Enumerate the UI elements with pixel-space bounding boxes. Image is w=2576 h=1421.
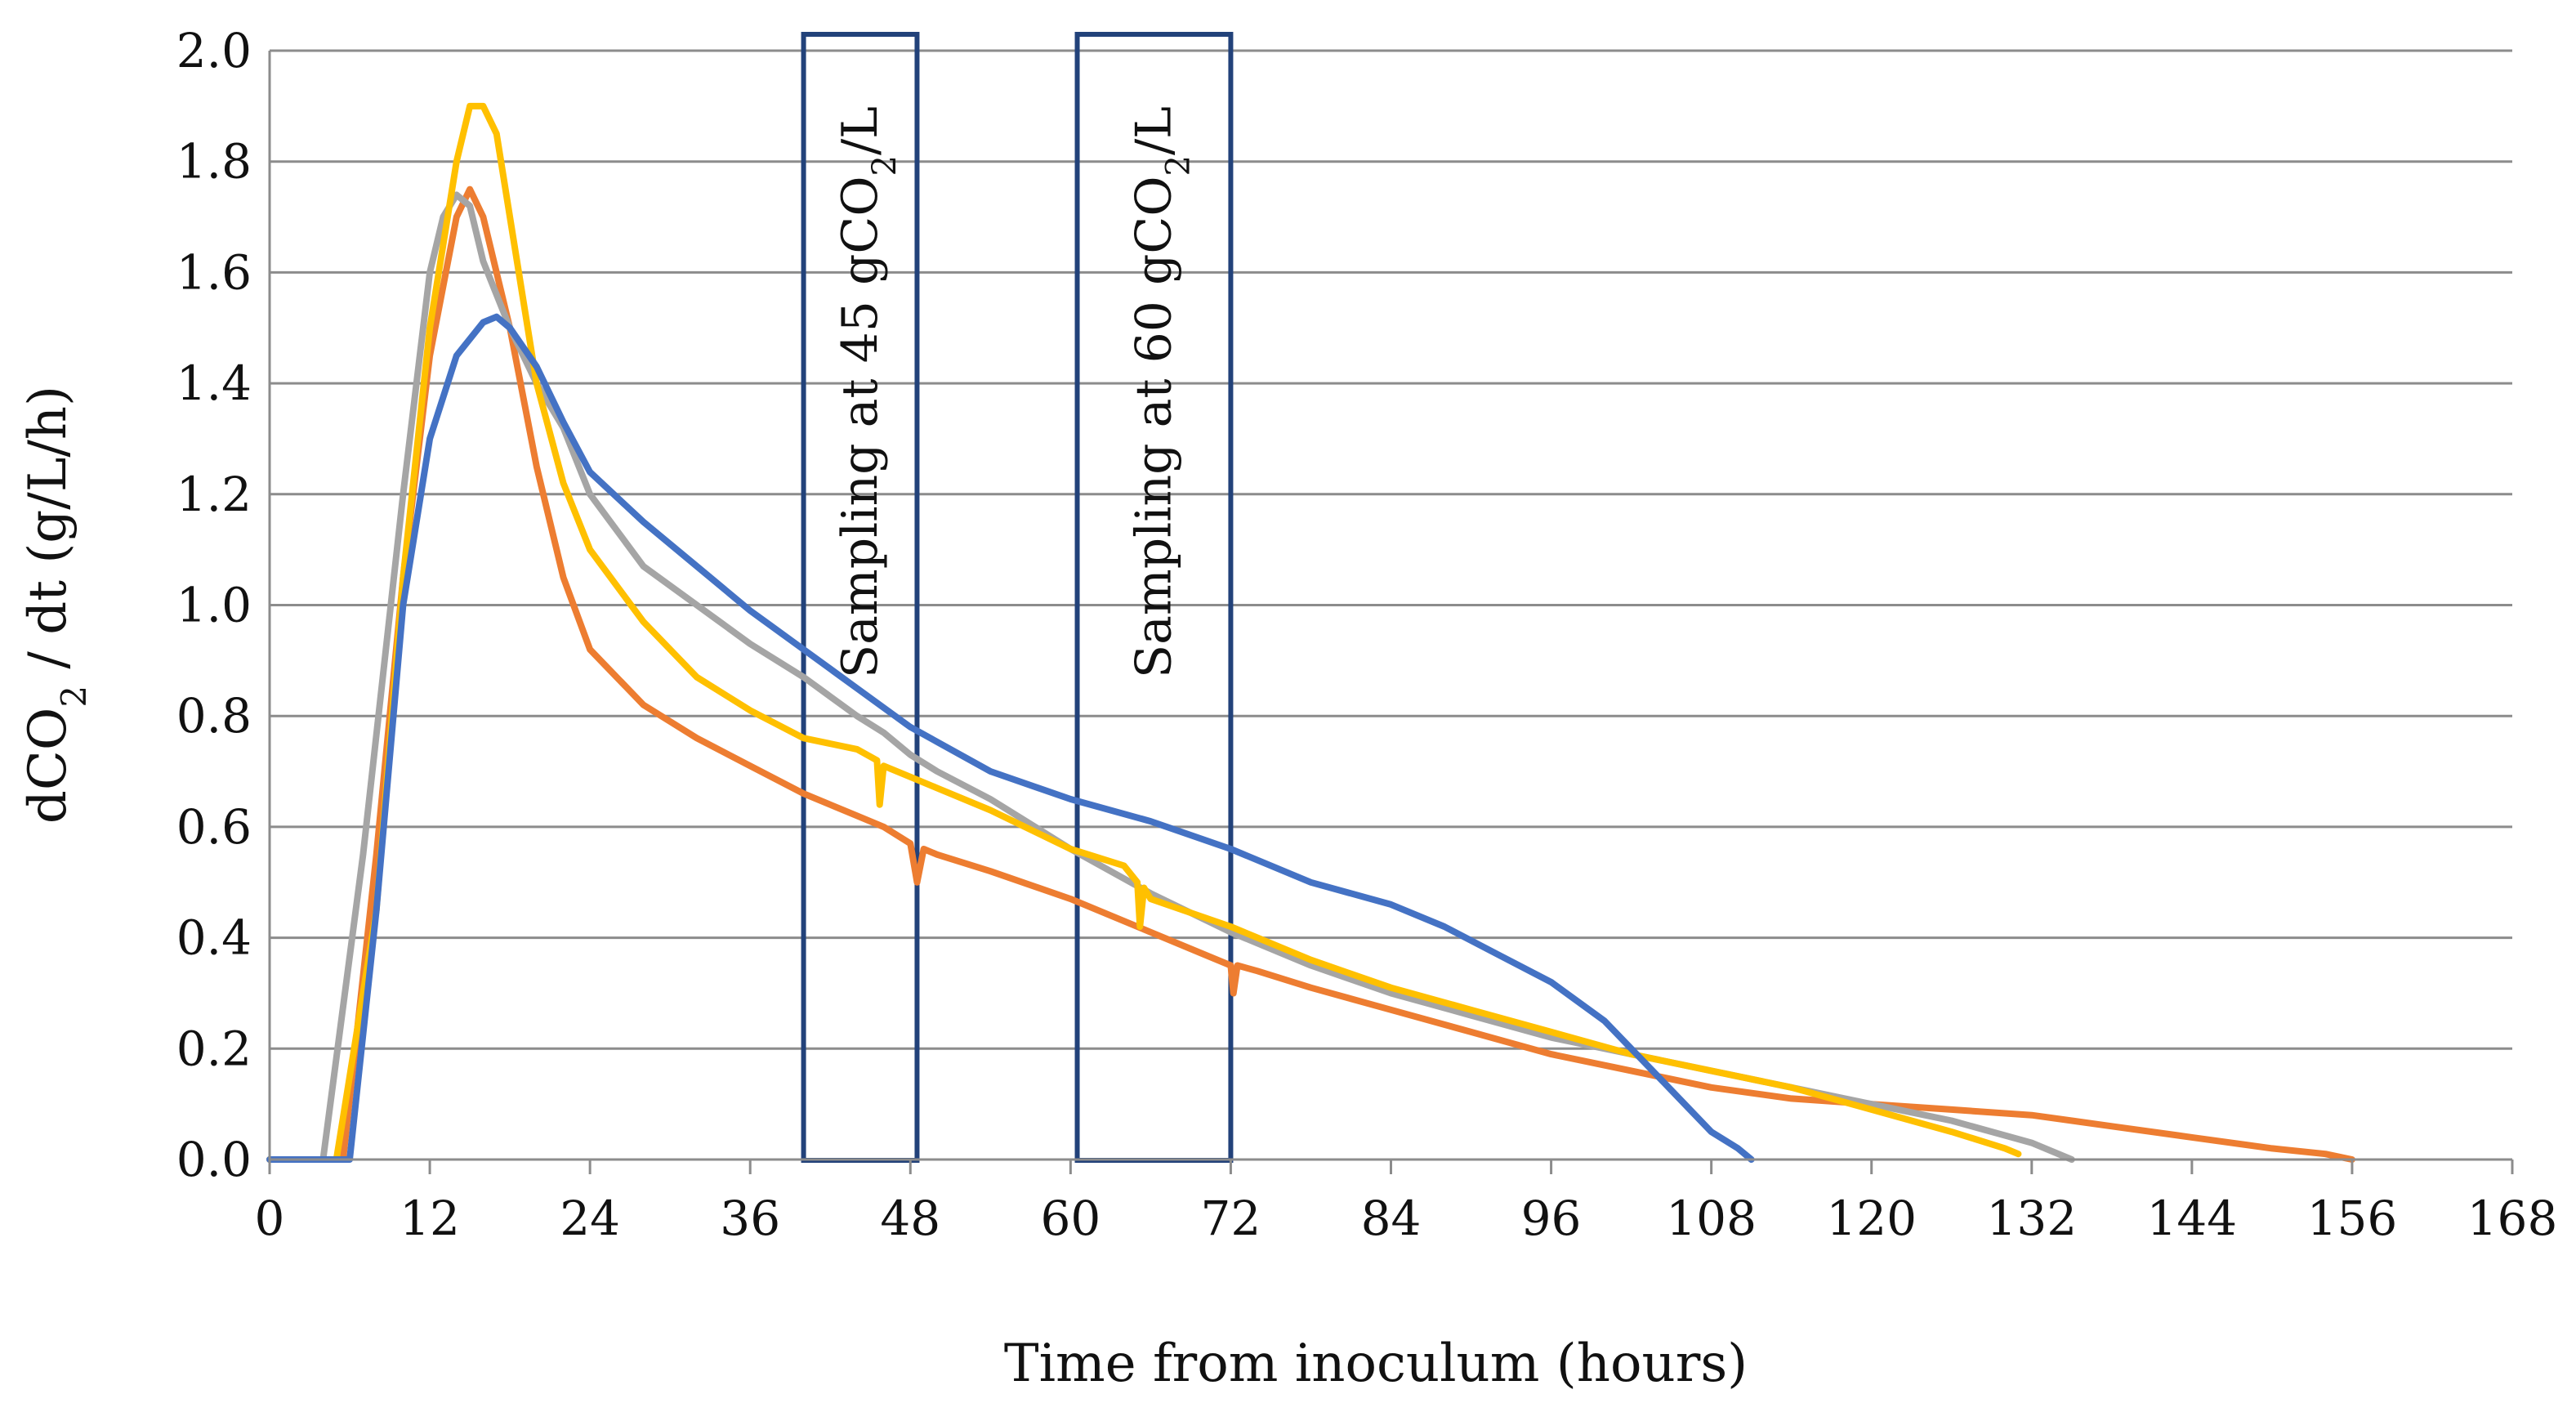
sampling-label-subscript: 2 bbox=[1159, 155, 1197, 176]
y-tick-label: 0.8 bbox=[176, 688, 252, 744]
x-tick-label: 0 bbox=[255, 1191, 285, 1246]
sampling-label-1: Sampling at 45 gCO2/L bbox=[832, 106, 904, 678]
series-line-yellow bbox=[266, 102, 2022, 1163]
axes: 0.0 0.2 0.4 0.6 0.8 1.0 1.2 1.4 1.6 1.8 2.0 0 12 24 36… bbox=[176, 23, 2558, 1246]
x-tick-label: 12 bbox=[400, 1191, 460, 1246]
x-tick-label: 96 bbox=[1521, 1191, 1582, 1246]
x-tick-label: 156 bbox=[2307, 1191, 2398, 1246]
y-tick-label: 0.0 bbox=[176, 1132, 252, 1187]
x-tick-label: 168 bbox=[2467, 1191, 2558, 1246]
x-tick-label: 48 bbox=[880, 1191, 940, 1246]
x-tick-label: 144 bbox=[2146, 1191, 2237, 1246]
sampling-label-text: Sampling at 60 gCO bbox=[1125, 176, 1182, 678]
sampling-label-text: Sampling at 45 gCO bbox=[832, 176, 889, 678]
series-line-blue bbox=[266, 313, 1755, 1163]
y-axis-title-suffix: / dt (g/L/h) bbox=[18, 386, 78, 686]
x-tick-label: 60 bbox=[1040, 1191, 1100, 1246]
sampling-label-suffix: /L bbox=[832, 106, 889, 155]
y-tick-label: 1.0 bbox=[176, 578, 252, 633]
data-series bbox=[266, 102, 2355, 1163]
y-tick-label: 0.4 bbox=[176, 910, 252, 966]
x-tick-label: 24 bbox=[560, 1191, 620, 1246]
y-tick-label: 2.0 bbox=[176, 23, 252, 78]
x-tick-label: 72 bbox=[1201, 1191, 1261, 1246]
sampling-label-2: Sampling at 60 gCO2/L bbox=[1125, 106, 1197, 678]
sampling-label-suffix: /L bbox=[1125, 106, 1182, 155]
y-tick-label: 0.6 bbox=[176, 799, 252, 855]
x-tick-label: 120 bbox=[1826, 1191, 1917, 1246]
sampling-label-subscript: 2 bbox=[866, 155, 904, 176]
y-tick-label: 1.8 bbox=[176, 134, 252, 190]
x-tick-label: 36 bbox=[720, 1191, 780, 1246]
series-line-orange bbox=[266, 185, 2355, 1163]
y-tick-label: 1.4 bbox=[176, 355, 252, 411]
y-axis-title-prefix: dCO bbox=[18, 708, 78, 824]
y-tick-label: 0.2 bbox=[176, 1021, 252, 1076]
gridlines bbox=[270, 49, 2512, 1050]
y-axis-title: dCO2 / dt (g/L/h) bbox=[18, 386, 94, 824]
x-tick-label: 132 bbox=[1986, 1191, 2077, 1246]
x-tick-label: 84 bbox=[1361, 1191, 1422, 1246]
y-axis-title-subscript: 2 bbox=[54, 686, 94, 708]
x-axis-title: Time from inoculum (hours) bbox=[1004, 1334, 1748, 1394]
x-tick-label: 108 bbox=[1666, 1191, 1757, 1246]
y-tick-label: 1.6 bbox=[176, 244, 252, 300]
y-tick-label: 1.2 bbox=[176, 467, 252, 522]
